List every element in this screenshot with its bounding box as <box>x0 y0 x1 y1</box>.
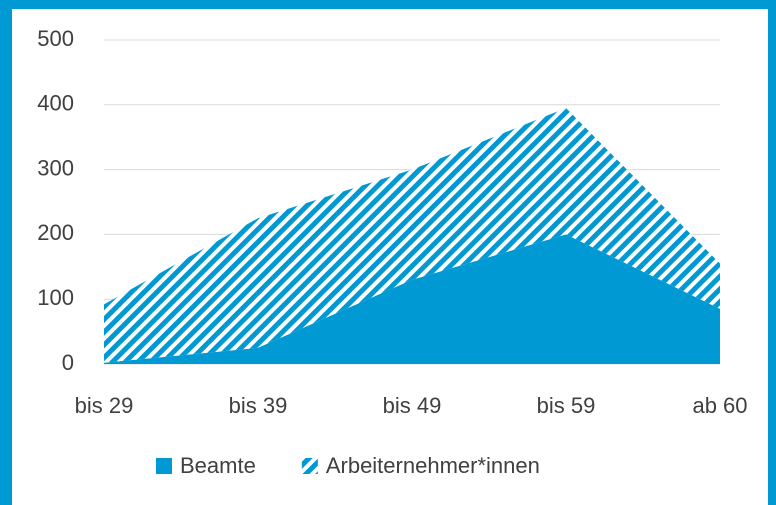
y-tick-label: 200 <box>37 220 74 245</box>
x-tick-label: bis 39 <box>229 393 288 418</box>
legend-label: Beamte <box>180 453 256 478</box>
legend-label: Arbeiternehmer*innen <box>326 453 540 478</box>
legend-swatch <box>301 458 318 474</box>
y-tick-label: 0 <box>62 350 74 375</box>
x-tick-label: bis 59 <box>537 393 596 418</box>
y-tick-label: 100 <box>37 285 74 310</box>
y-tick-label: 400 <box>37 91 74 116</box>
y-tick-label: 300 <box>37 155 74 180</box>
x-tick-label: bis 49 <box>383 393 442 418</box>
x-tick-label: ab 60 <box>692 393 747 418</box>
area <box>104 108 720 363</box>
x-tick-label: bis 29 <box>75 393 134 418</box>
area <box>104 234 720 364</box>
y-tick-label: 500 <box>37 26 74 51</box>
legend-swatch <box>156 458 172 474</box>
